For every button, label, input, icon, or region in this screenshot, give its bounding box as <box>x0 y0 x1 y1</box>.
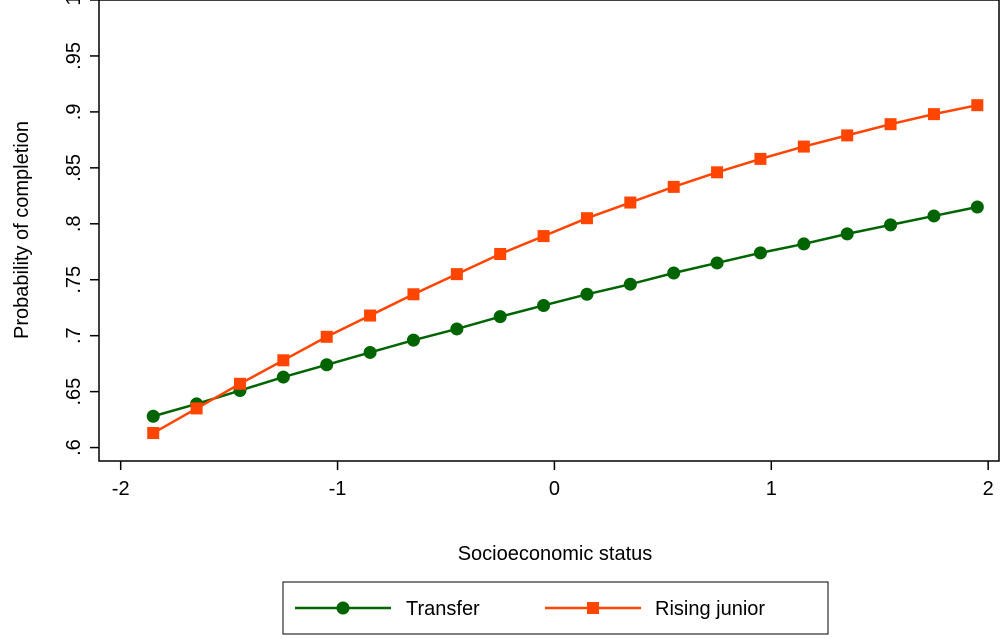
x-tick-label: -2 <box>112 478 130 500</box>
point-transfer <box>623 277 637 291</box>
point-transfer <box>927 209 941 223</box>
point-rising-junior <box>797 140 810 153</box>
y-axis-title: Probability of completion <box>11 121 33 339</box>
point-transfer <box>580 287 594 301</box>
legend-label-transfer: Transfer <box>406 598 480 620</box>
point-transfer <box>753 246 767 260</box>
point-rising-junior <box>971 99 984 112</box>
series-layer <box>146 99 984 440</box>
point-transfer <box>537 298 551 312</box>
series-line-transfer <box>152 205 978 418</box>
point-rising-junior <box>667 180 680 193</box>
point-rising-junior <box>580 212 593 225</box>
point-rising-junior <box>190 402 203 415</box>
point-rising-junior <box>624 196 637 209</box>
point-rising-junior <box>277 354 290 367</box>
y-tick-label: .8 <box>63 215 85 232</box>
point-rising-junior <box>711 166 724 179</box>
x-axis-title: Socioeconomic status <box>458 543 653 565</box>
x-tick-label: 0 <box>549 478 560 500</box>
legend-marker-rising-junior <box>587 602 599 614</box>
point-rising-junior <box>841 129 854 142</box>
point-transfer <box>493 310 507 324</box>
legend-label-rising-junior: Rising junior <box>655 598 765 620</box>
x-tick-label: 1 <box>766 478 777 500</box>
point-transfer <box>667 266 681 280</box>
y-tick-label: .6 <box>63 439 85 456</box>
point-rising-junior <box>364 309 377 322</box>
point-rising-junior <box>450 268 463 281</box>
point-rising-junior <box>754 152 767 165</box>
point-transfer <box>970 200 984 214</box>
point-transfer <box>710 256 724 270</box>
point-rising-junior <box>537 230 550 243</box>
point-rising-junior <box>320 330 333 343</box>
point-transfer <box>450 322 464 336</box>
x-axis: -2 -1 0 1 2 <box>112 461 994 500</box>
series-line-rising-junior <box>152 103 978 435</box>
legend-marker-transfer <box>336 601 350 615</box>
y-tick-label: .75 <box>63 266 85 294</box>
x-tick-label: -1 <box>329 478 347 500</box>
y-tick-label: .85 <box>63 154 85 182</box>
point-transfer <box>406 333 420 347</box>
point-rising-junior <box>233 377 246 390</box>
x-tick-label: 2 <box>983 478 994 500</box>
y-axis: .6 .65 .7 .75 .8 .85 .9 .95 1 <box>63 0 99 456</box>
point-transfer <box>797 237 811 251</box>
y-tick-label: .9 <box>63 104 85 121</box>
point-transfer <box>363 345 377 359</box>
point-rising-junior <box>494 247 507 260</box>
point-transfer <box>276 370 290 384</box>
y-tick-label: 1 <box>63 0 85 6</box>
point-rising-junior <box>147 427 160 440</box>
point-transfer <box>320 358 334 372</box>
point-rising-junior <box>407 288 420 301</box>
y-tick-label: .65 <box>63 378 85 406</box>
legend: Transfer Rising junior <box>282 581 829 635</box>
point-transfer <box>146 409 160 423</box>
point-transfer <box>840 227 854 241</box>
point-rising-junior <box>884 118 897 131</box>
y-tick-label: .7 <box>63 327 85 344</box>
point-transfer <box>884 218 898 232</box>
point-rising-junior <box>927 108 940 121</box>
y-tick-label: .95 <box>63 42 85 70</box>
